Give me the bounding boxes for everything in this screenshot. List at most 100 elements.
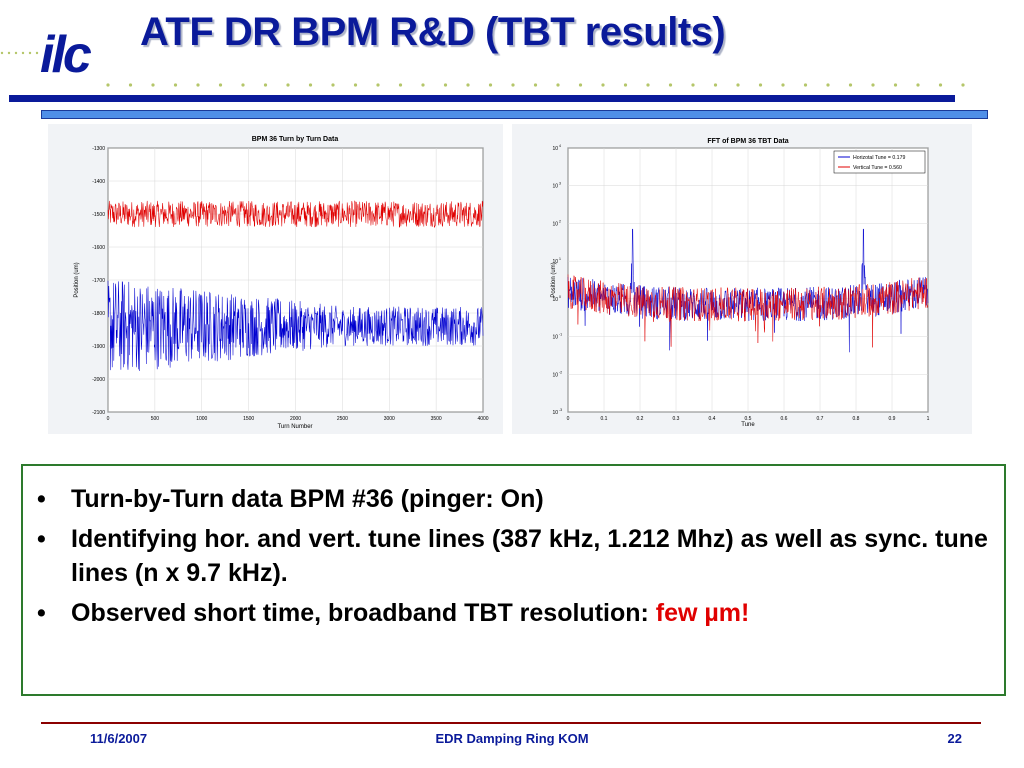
dot [758,83,763,87]
fft-plot-panel: FFT of BPM 36 TBT Data Tune Position (um… [512,124,972,434]
y-tick-label: -1400 [92,179,105,185]
bullet-list: • Turn-by-Turn data BPM #36 (pinger: On)… [37,482,997,636]
y-tick-label: 10 [552,184,558,190]
dot [938,83,943,87]
x-tick-label: 0.6 [781,416,788,422]
y-tick-label: -1300 [92,146,105,152]
dot [713,83,718,87]
dot [286,83,290,87]
x-tick-label: 1000 [196,416,207,422]
dot [668,83,673,87]
y-tick-label: 10 [552,259,558,265]
ilc-logo: ilc [40,26,95,82]
dot [488,83,493,87]
y-tick-exponent: -3 [559,408,562,412]
dot [376,83,380,87]
y-tick-label: -1500 [92,212,105,218]
footer-rule [41,722,981,724]
x-tick-label: 0.5 [745,416,752,422]
y-tick-label: -2100 [92,410,105,416]
dot [691,83,695,87]
slide-title: ATF DR BPM R&D (TBT results) [140,10,726,54]
x-tick-label: 2500 [337,416,348,422]
x-tick-label: 1500 [243,416,254,422]
x-tick-label: 2000 [290,416,301,422]
dot [623,83,628,87]
dot [646,83,650,87]
bullet-glyph: • [37,485,46,513]
x-tick-label: 0.3 [673,416,680,422]
y-tick-label: -2000 [92,377,105,383]
y-tick-exponent: 2 [559,219,561,223]
y-tick-label: 10 [552,146,558,152]
dot [871,83,875,87]
x-tick-label: 0.1 [601,416,608,422]
dot [151,83,155,87]
x-tick-label: 3500 [431,416,442,422]
tbt-chart: BPM 36 Turn by Turn Data Turn Number Pos… [74,136,489,430]
footer-title: EDR Damping Ring KOM [435,731,589,746]
y-tick-label: -1900 [92,344,105,350]
y-tick-exponent: 0 [559,295,561,299]
bullet-item: • Turn-by-Turn data BPM #36 (pinger: On) [37,482,997,516]
dot [511,83,515,87]
x-tick-label: 0 [107,416,110,422]
dot [466,83,470,87]
title-dot-row [106,83,965,87]
dot [173,83,178,87]
bullet-text: Observed short time, broadband TBT resol… [71,599,656,627]
dot [331,83,335,87]
dot [848,83,853,87]
page-number: 22 [947,731,962,746]
x-tick-label: 1 [927,416,930,422]
fft-chart-title: FFT of BPM 36 TBT Data [707,138,788,145]
y-tick-label: 10 [552,372,558,378]
dot [826,83,830,87]
bullet-glyph: • [37,525,46,553]
y-tick-exponent: -2 [559,370,562,374]
y-tick-label: 10 [552,410,558,416]
logo-dots-decoration [0,51,39,55]
y-tick-label: 10 [552,297,558,303]
y-tick-exponent: 1 [559,257,561,261]
dot [353,83,358,87]
fft-series-line-1 [567,274,929,348]
legend-label-horizontal: Horizotal Tune = 0.179 [853,155,905,161]
tbt-x-axis-label: Turn Number [277,424,312,430]
dot [308,83,313,87]
dot [421,83,425,87]
dot [578,83,583,87]
legend-label-vertical: Vertical Tune = 0.560 [853,165,902,171]
tbt-y-axis-label: Position (um) [74,262,80,297]
title-underline [9,95,955,102]
dot [556,83,560,87]
tbt-plot-panel: BPM 36 Turn by Turn Data Turn Number Pos… [48,124,503,434]
x-tick-label: 0.8 [853,416,860,422]
fft-y-axis-label: Position (um) [551,262,557,297]
y-tick-label: -1700 [92,278,105,284]
ilc-logo-text: ilc [40,26,92,82]
highlight-text: few µm! [655,599,750,627]
y-tick-exponent: -1 [559,333,562,337]
bullet-item: • Observed short time, broadband TBT res… [37,596,997,630]
fft-legend: Horizotal Tune = 0.179 Vertical Tune = 0… [833,150,926,174]
bullet-glyph: • [37,599,46,627]
y-tick-exponent: 4 [559,144,561,148]
x-tick-label: 0.4 [709,416,716,422]
dot [803,83,808,87]
accent-strip [41,110,988,119]
fft-x-axis-label: Tune [741,422,755,428]
bullet-text: Turn-by-Turn data BPM #36 (pinger: On) [71,485,544,513]
dot [263,83,268,87]
x-tick-label: 4000 [477,416,488,422]
dot [443,83,448,87]
x-tick-label: 3000 [384,416,395,422]
dot [781,83,785,87]
bullet-text: Identifying hor. and vert. tune lines (3… [71,525,988,587]
y-tick-label: 10 [552,335,558,341]
dot [128,83,133,87]
fft-chart: FFT of BPM 36 TBT Data Tune Position (um… [551,138,930,428]
dot [218,83,223,87]
y-tick-exponent: 3 [559,182,561,186]
dot [601,83,605,87]
